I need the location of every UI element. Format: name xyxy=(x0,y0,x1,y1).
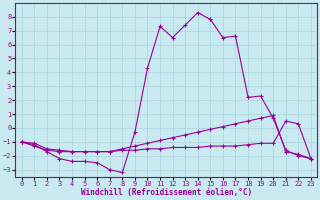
X-axis label: Windchill (Refroidissement éolien,°C): Windchill (Refroidissement éolien,°C) xyxy=(81,188,252,197)
